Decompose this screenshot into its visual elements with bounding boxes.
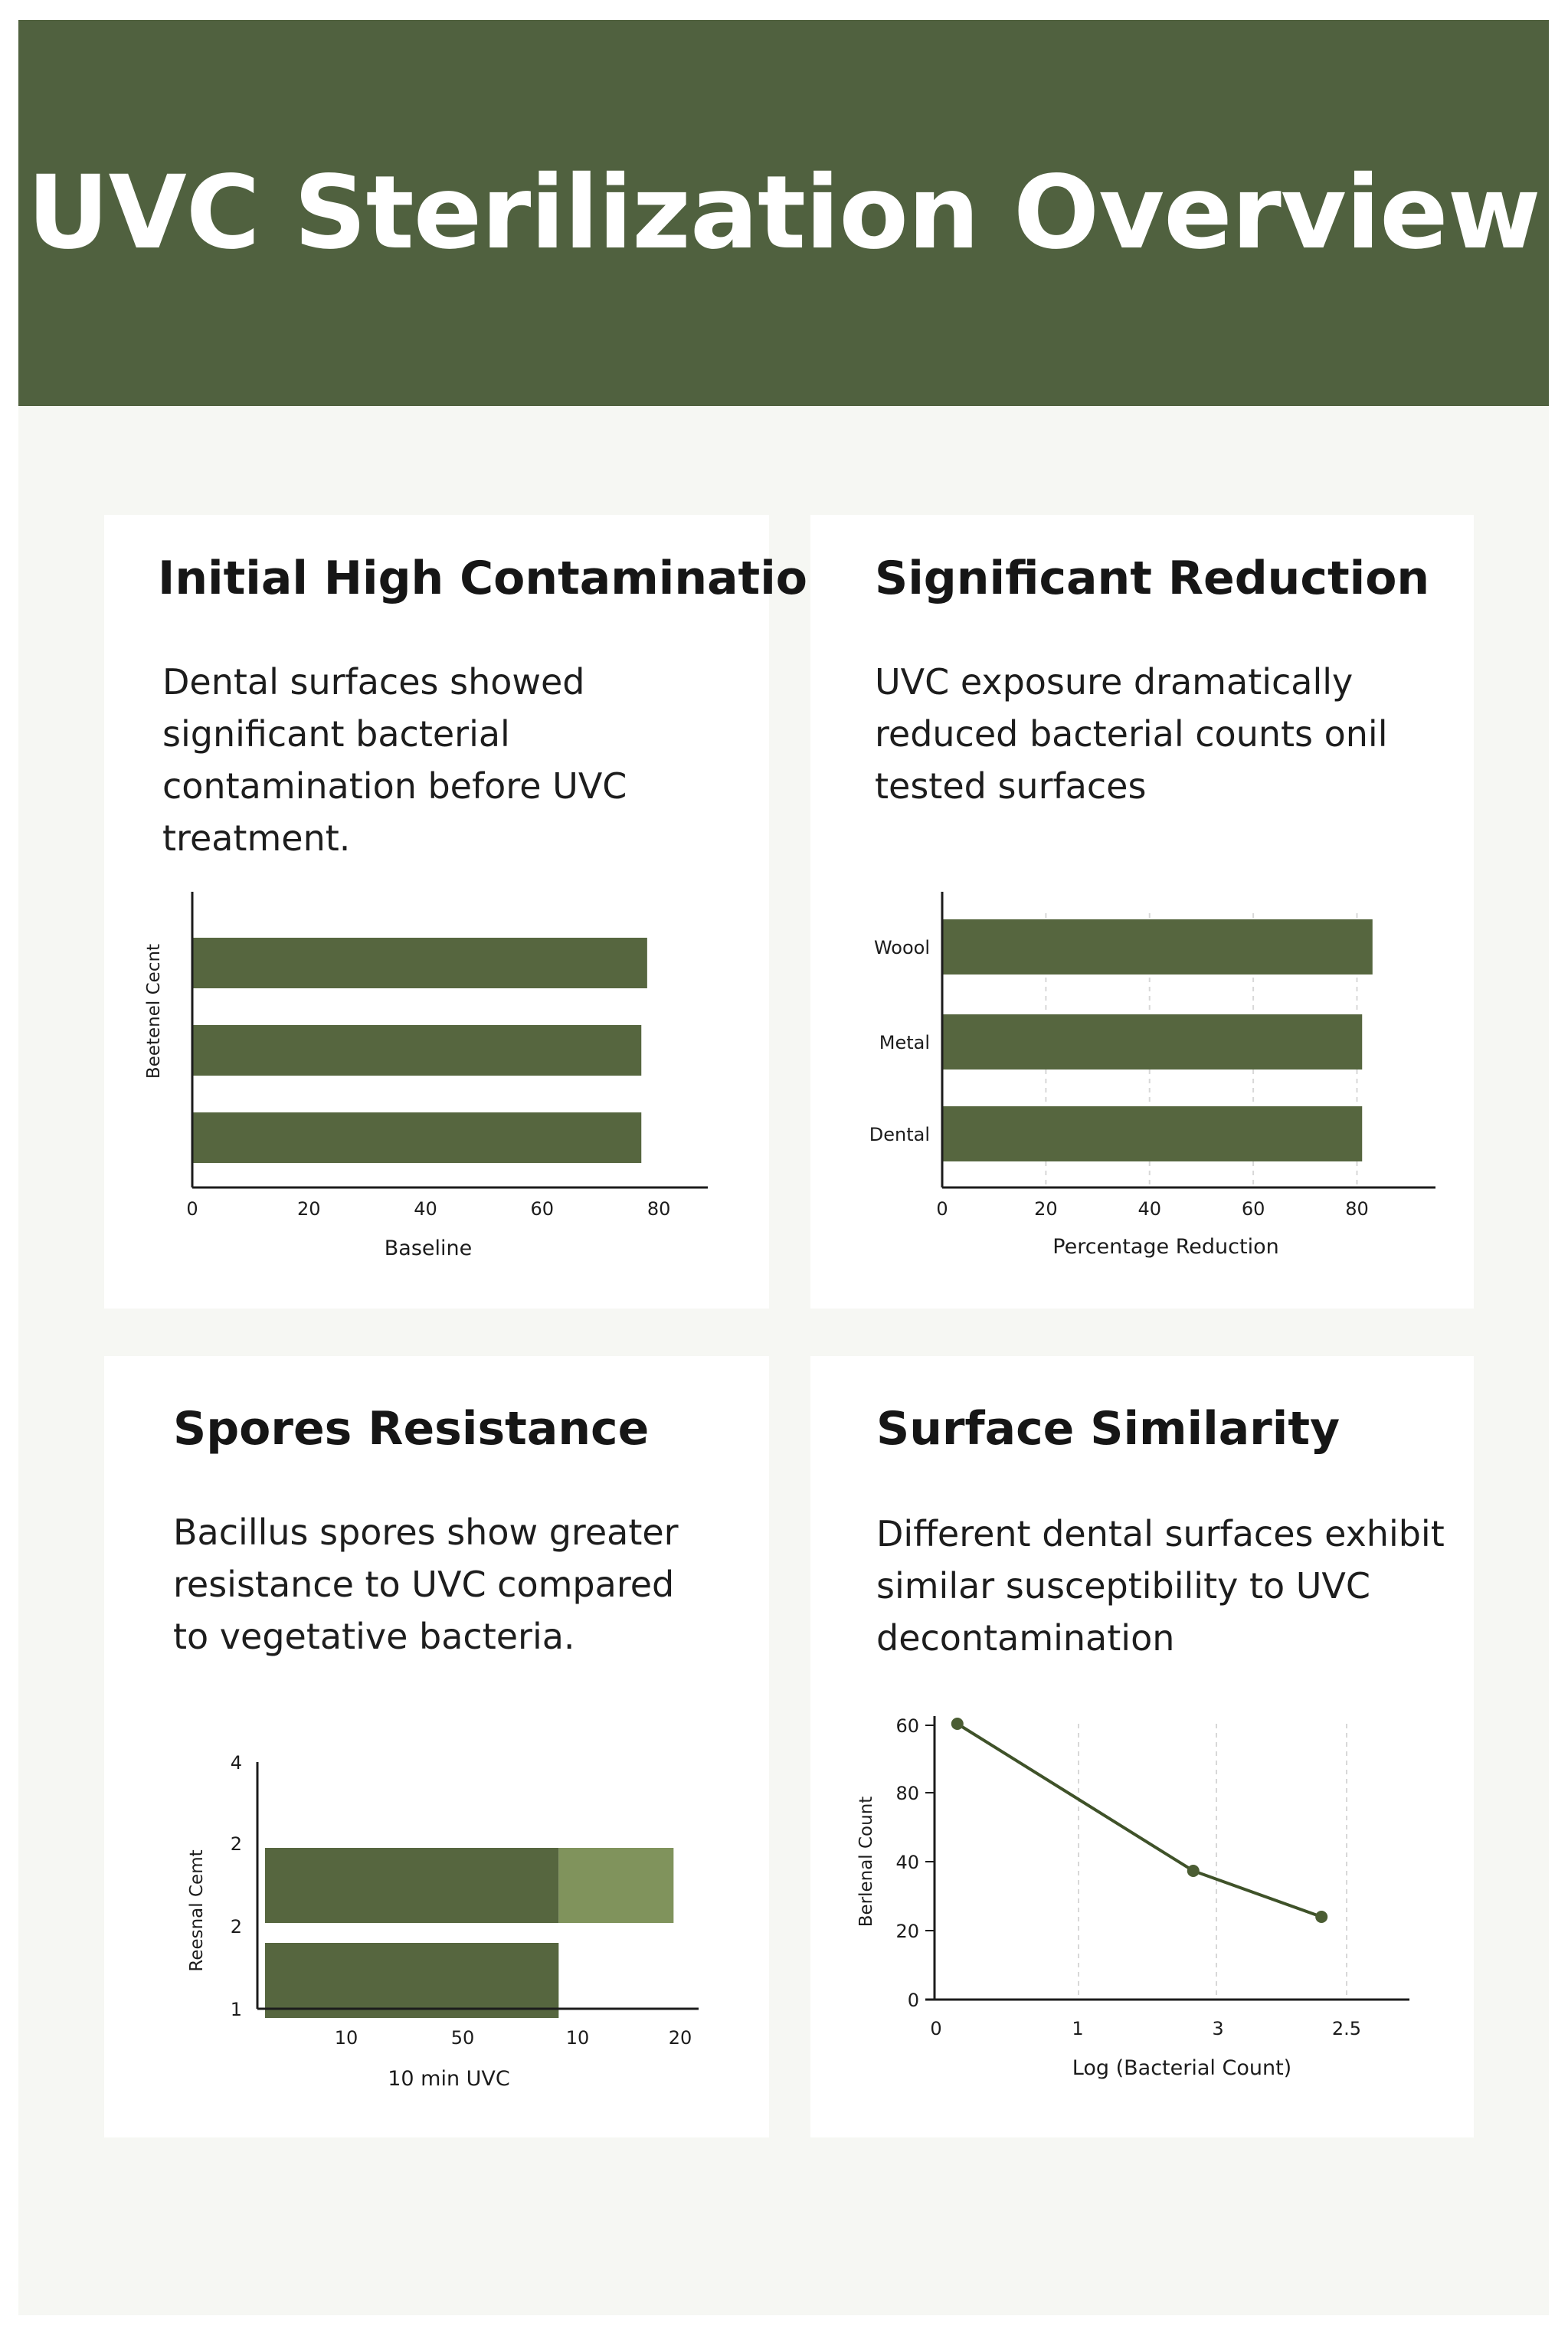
x-tick-label: 20 bbox=[669, 2027, 692, 2049]
bar bbox=[942, 919, 1373, 975]
y-axis-label: Reesnal Cemt bbox=[187, 1849, 207, 1971]
data-point bbox=[951, 1718, 964, 1730]
x-axis-label: 10 min UVC bbox=[388, 2067, 510, 2091]
bar bbox=[942, 1014, 1363, 1070]
x-tick-label: 0 bbox=[936, 1198, 948, 1220]
x-tick-label: 40 bbox=[1138, 1198, 1161, 1220]
card-body: Dental surfaces showed significant bacte… bbox=[162, 661, 627, 859]
x-axis-label: Log (Bacterial Count) bbox=[1072, 2056, 1291, 2080]
card-initial-contamination: Initial High Contamination Dental surfac… bbox=[104, 515, 840, 1309]
x-axis-label: Percentage Reduction bbox=[1052, 1235, 1278, 1259]
spores-bar-chart: 10 50 10 20 4 2 2 1 10 min UVC Reesnal Cemt bbox=[187, 1752, 699, 2091]
x-tick-label: 0 bbox=[930, 2018, 941, 2039]
category-label: Woool bbox=[874, 937, 930, 958]
x-tick-label: 3 bbox=[1212, 2018, 1223, 2039]
card-title: Initial High Contamination bbox=[158, 552, 840, 605]
x-tick-label: 40 bbox=[414, 1198, 437, 1220]
bar bbox=[192, 938, 647, 988]
category-label: Metal bbox=[879, 1032, 930, 1053]
header-banner: UVC Sterilization Overview bbox=[18, 20, 1549, 406]
y-tick-label: 2 bbox=[231, 1833, 242, 1855]
bar bbox=[942, 1106, 1363, 1161]
x-tick-label: 60 bbox=[1242, 1198, 1265, 1220]
card-body: Different dental surfaces exhibit simila… bbox=[876, 1513, 1445, 1659]
x-tick-label: 20 bbox=[297, 1198, 321, 1220]
y-axis-label: Berlenal Count bbox=[856, 1797, 876, 1928]
category-label: Dental bbox=[869, 1124, 930, 1145]
x-tick-label: 50 bbox=[451, 2027, 475, 2049]
x-tick-label: 60 bbox=[531, 1198, 555, 1220]
y-tick-label: 20 bbox=[895, 1921, 919, 1942]
x-tick-label: 2.5 bbox=[1332, 2018, 1361, 2039]
x-tick-label: 20 bbox=[1034, 1198, 1058, 1220]
card-body: Bacillus spores show greater resistance … bbox=[173, 1512, 679, 1657]
baseline-bar-chart: 0 20 40 60 80 Baseline Beetenel Cecnt bbox=[144, 892, 708, 1260]
x-tick-label: 1 bbox=[1072, 2018, 1083, 2039]
card-title: Surface Similarity bbox=[876, 1402, 1340, 1456]
y-tick-label: 40 bbox=[895, 1852, 919, 1873]
x-axis-label: Baseline bbox=[385, 1237, 472, 1260]
y-tick-label: 0 bbox=[908, 1990, 919, 2011]
card-spores-resistance: Spores Resistance Bacillus spores show g… bbox=[104, 1356, 769, 2137]
reduction-bar-chart: Woool Metal Dental 0 20 40 60 80 Percentage Redu… bbox=[869, 892, 1435, 1259]
y-tick-label: 1 bbox=[231, 1999, 242, 2020]
bar bbox=[265, 1943, 559, 2018]
card-body: UVC exposure dramatically reduced bacter… bbox=[875, 661, 1388, 807]
x-tick-label: 10 bbox=[566, 2027, 590, 2049]
bar bbox=[192, 1112, 642, 1163]
card-surface-similarity: Surface Similarity Different dental surf… bbox=[810, 1356, 1474, 2137]
page-title: UVC Sterilization Overview bbox=[27, 154, 1540, 272]
card-title: Significant Reduction bbox=[875, 552, 1430, 605]
y-tick-label: 4 bbox=[231, 1752, 242, 1774]
x-tick-label: 80 bbox=[1345, 1198, 1369, 1220]
y-tick-label: 80 bbox=[895, 1783, 919, 1804]
x-tick-label: 0 bbox=[186, 1198, 198, 1220]
bar bbox=[265, 1848, 559, 1923]
x-tick-label: 80 bbox=[647, 1198, 671, 1220]
data-point bbox=[1315, 1911, 1328, 1923]
y-axis-label: Beetenel Cecnt bbox=[144, 944, 164, 1079]
bar-segment bbox=[558, 1848, 674, 1923]
series-line bbox=[956, 1722, 1322, 1918]
bar bbox=[192, 1025, 642, 1076]
data-point bbox=[1187, 1865, 1200, 1877]
x-tick-label: 10 bbox=[335, 2027, 358, 2049]
y-tick-label: 2 bbox=[231, 1916, 242, 1938]
card-significant-reduction: Significant Reduction UVC exposure drama… bbox=[810, 515, 1474, 1309]
y-tick-label: 60 bbox=[895, 1715, 919, 1737]
similarity-line-chart: 0 20 40 80 60 0 1 3 2.5 Log (Bacterial Count) Berl… bbox=[856, 1715, 1409, 2080]
card-title: Spores Resistance bbox=[173, 1402, 650, 1456]
